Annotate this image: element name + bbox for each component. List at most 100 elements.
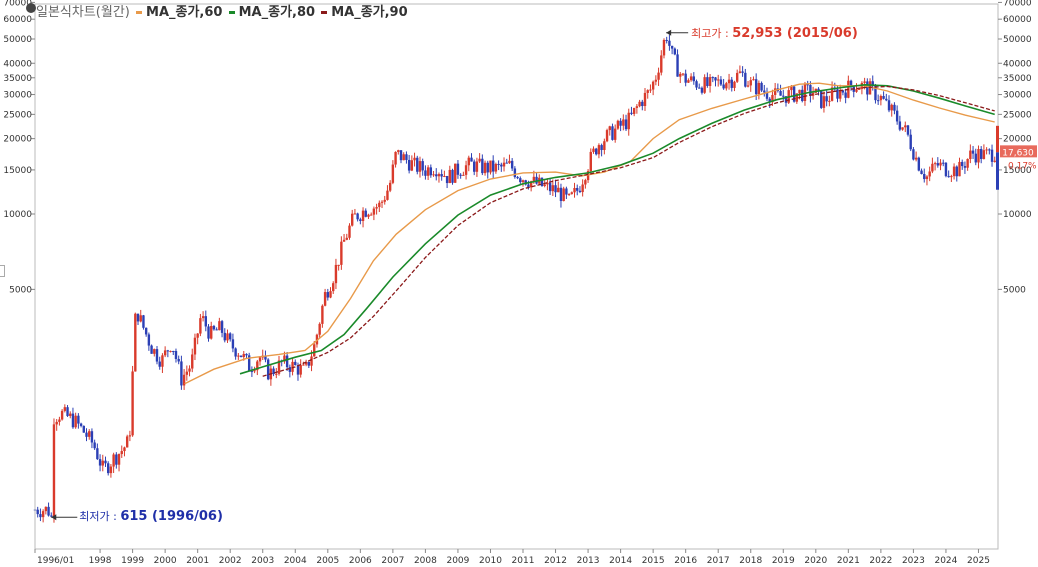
low-arrow [51, 514, 57, 521]
candle-body [193, 337, 197, 355]
candle-body [516, 177, 519, 179]
candle-body [540, 177, 544, 187]
candle-body [356, 213, 359, 220]
x-tick-label: 2001 [186, 556, 209, 566]
candle-body [169, 350, 172, 352]
candle-body [185, 371, 189, 375]
candle-body [435, 174, 438, 177]
candle-body [432, 174, 435, 176]
candle-body [237, 355, 240, 357]
candle-body [342, 239, 346, 242]
candle-body [275, 373, 278, 375]
candle-body [944, 162, 948, 177]
candle-body [139, 315, 142, 322]
candle-body [510, 160, 514, 169]
candle-body [98, 459, 102, 466]
candle-body [234, 348, 237, 357]
candle-body [971, 150, 975, 154]
x-tick-label: 2010 [479, 556, 502, 566]
y-tick-label-left: 35000 [3, 74, 32, 84]
legend-ma90: MA_종가,90 [331, 5, 408, 20]
candle-body [166, 350, 170, 352]
candle-body [695, 81, 698, 88]
settings-icon[interactable] [26, 3, 36, 13]
scroll-handle[interactable] [0, 265, 5, 277]
candle-body [928, 171, 931, 177]
candle-body [229, 333, 232, 340]
candle-body [483, 162, 487, 174]
candle-body [163, 350, 167, 356]
candle-body [820, 90, 823, 108]
x-tick-label: 2005 [316, 556, 339, 566]
candle-body [901, 127, 904, 130]
candle-body [107, 463, 110, 474]
candle-body [426, 167, 430, 176]
candle-body [291, 361, 294, 372]
candle-body [226, 333, 229, 341]
x-tick-label: 2014 [609, 556, 632, 566]
candle-body [125, 436, 129, 448]
x-tick-label: 2004 [284, 556, 307, 566]
candle-body [754, 79, 758, 95]
candle-body [673, 48, 677, 55]
candle-body [936, 163, 940, 166]
ma80-swatch [228, 11, 235, 14]
candle-body [147, 334, 151, 346]
candle-body [982, 150, 986, 159]
candle-body [771, 94, 774, 103]
candle-body [131, 371, 134, 436]
candle-body [622, 119, 625, 126]
candle-body [448, 169, 452, 184]
candle-body [765, 92, 769, 99]
candle-body [397, 150, 400, 152]
candle-body [456, 163, 460, 175]
candle-body [885, 98, 888, 101]
candle-body [562, 188, 565, 202]
candle-body [245, 353, 248, 356]
candle-body [416, 157, 419, 172]
legend-ma60: MA_종가,60 [146, 5, 223, 20]
candle-body [589, 151, 592, 172]
candle-body [212, 325, 216, 330]
candle-body [182, 374, 186, 386]
candle-body [548, 182, 552, 192]
candle-body [627, 112, 630, 130]
candle-body [191, 354, 194, 369]
candle-body [174, 351, 178, 359]
candle-body [822, 96, 826, 108]
x-tick-label: 2012 [544, 556, 567, 566]
ma90-line [262, 85, 995, 377]
candle-body [738, 71, 742, 73]
candle-body [410, 160, 414, 171]
candle-body [700, 87, 704, 93]
x-tick-label: 2011 [512, 556, 535, 566]
candle-body [153, 349, 156, 354]
candle-body [375, 207, 378, 209]
candle-body [207, 326, 210, 339]
y-tick-label-left: 20000 [3, 135, 32, 145]
candle-body [88, 431, 91, 437]
candle-body [768, 98, 771, 103]
candle-body [635, 106, 639, 108]
candle-body [898, 121, 902, 130]
candle-body [616, 120, 620, 129]
x-tick-label: 2003 [251, 556, 274, 566]
candle-body [337, 264, 340, 266]
candle-body [969, 150, 972, 160]
candle-body [619, 120, 622, 126]
candle-body [470, 157, 473, 162]
last-price-box [1000, 145, 1037, 158]
candle-body [876, 100, 880, 102]
candle-body [654, 79, 658, 82]
candle-body [41, 511, 45, 518]
candle-body [760, 82, 763, 91]
candle-body [925, 176, 929, 180]
candle-body [256, 361, 259, 371]
x-tick-label: 2013 [577, 556, 600, 566]
candle-body [904, 125, 907, 128]
annotations: 최고가 : 52,953 (2015/06) 최저가 : 615 (1996/06… [51, 26, 1037, 524]
candle-body [302, 364, 305, 366]
candle-body [462, 174, 465, 176]
y-tick-label-left: 10000 [3, 210, 32, 220]
